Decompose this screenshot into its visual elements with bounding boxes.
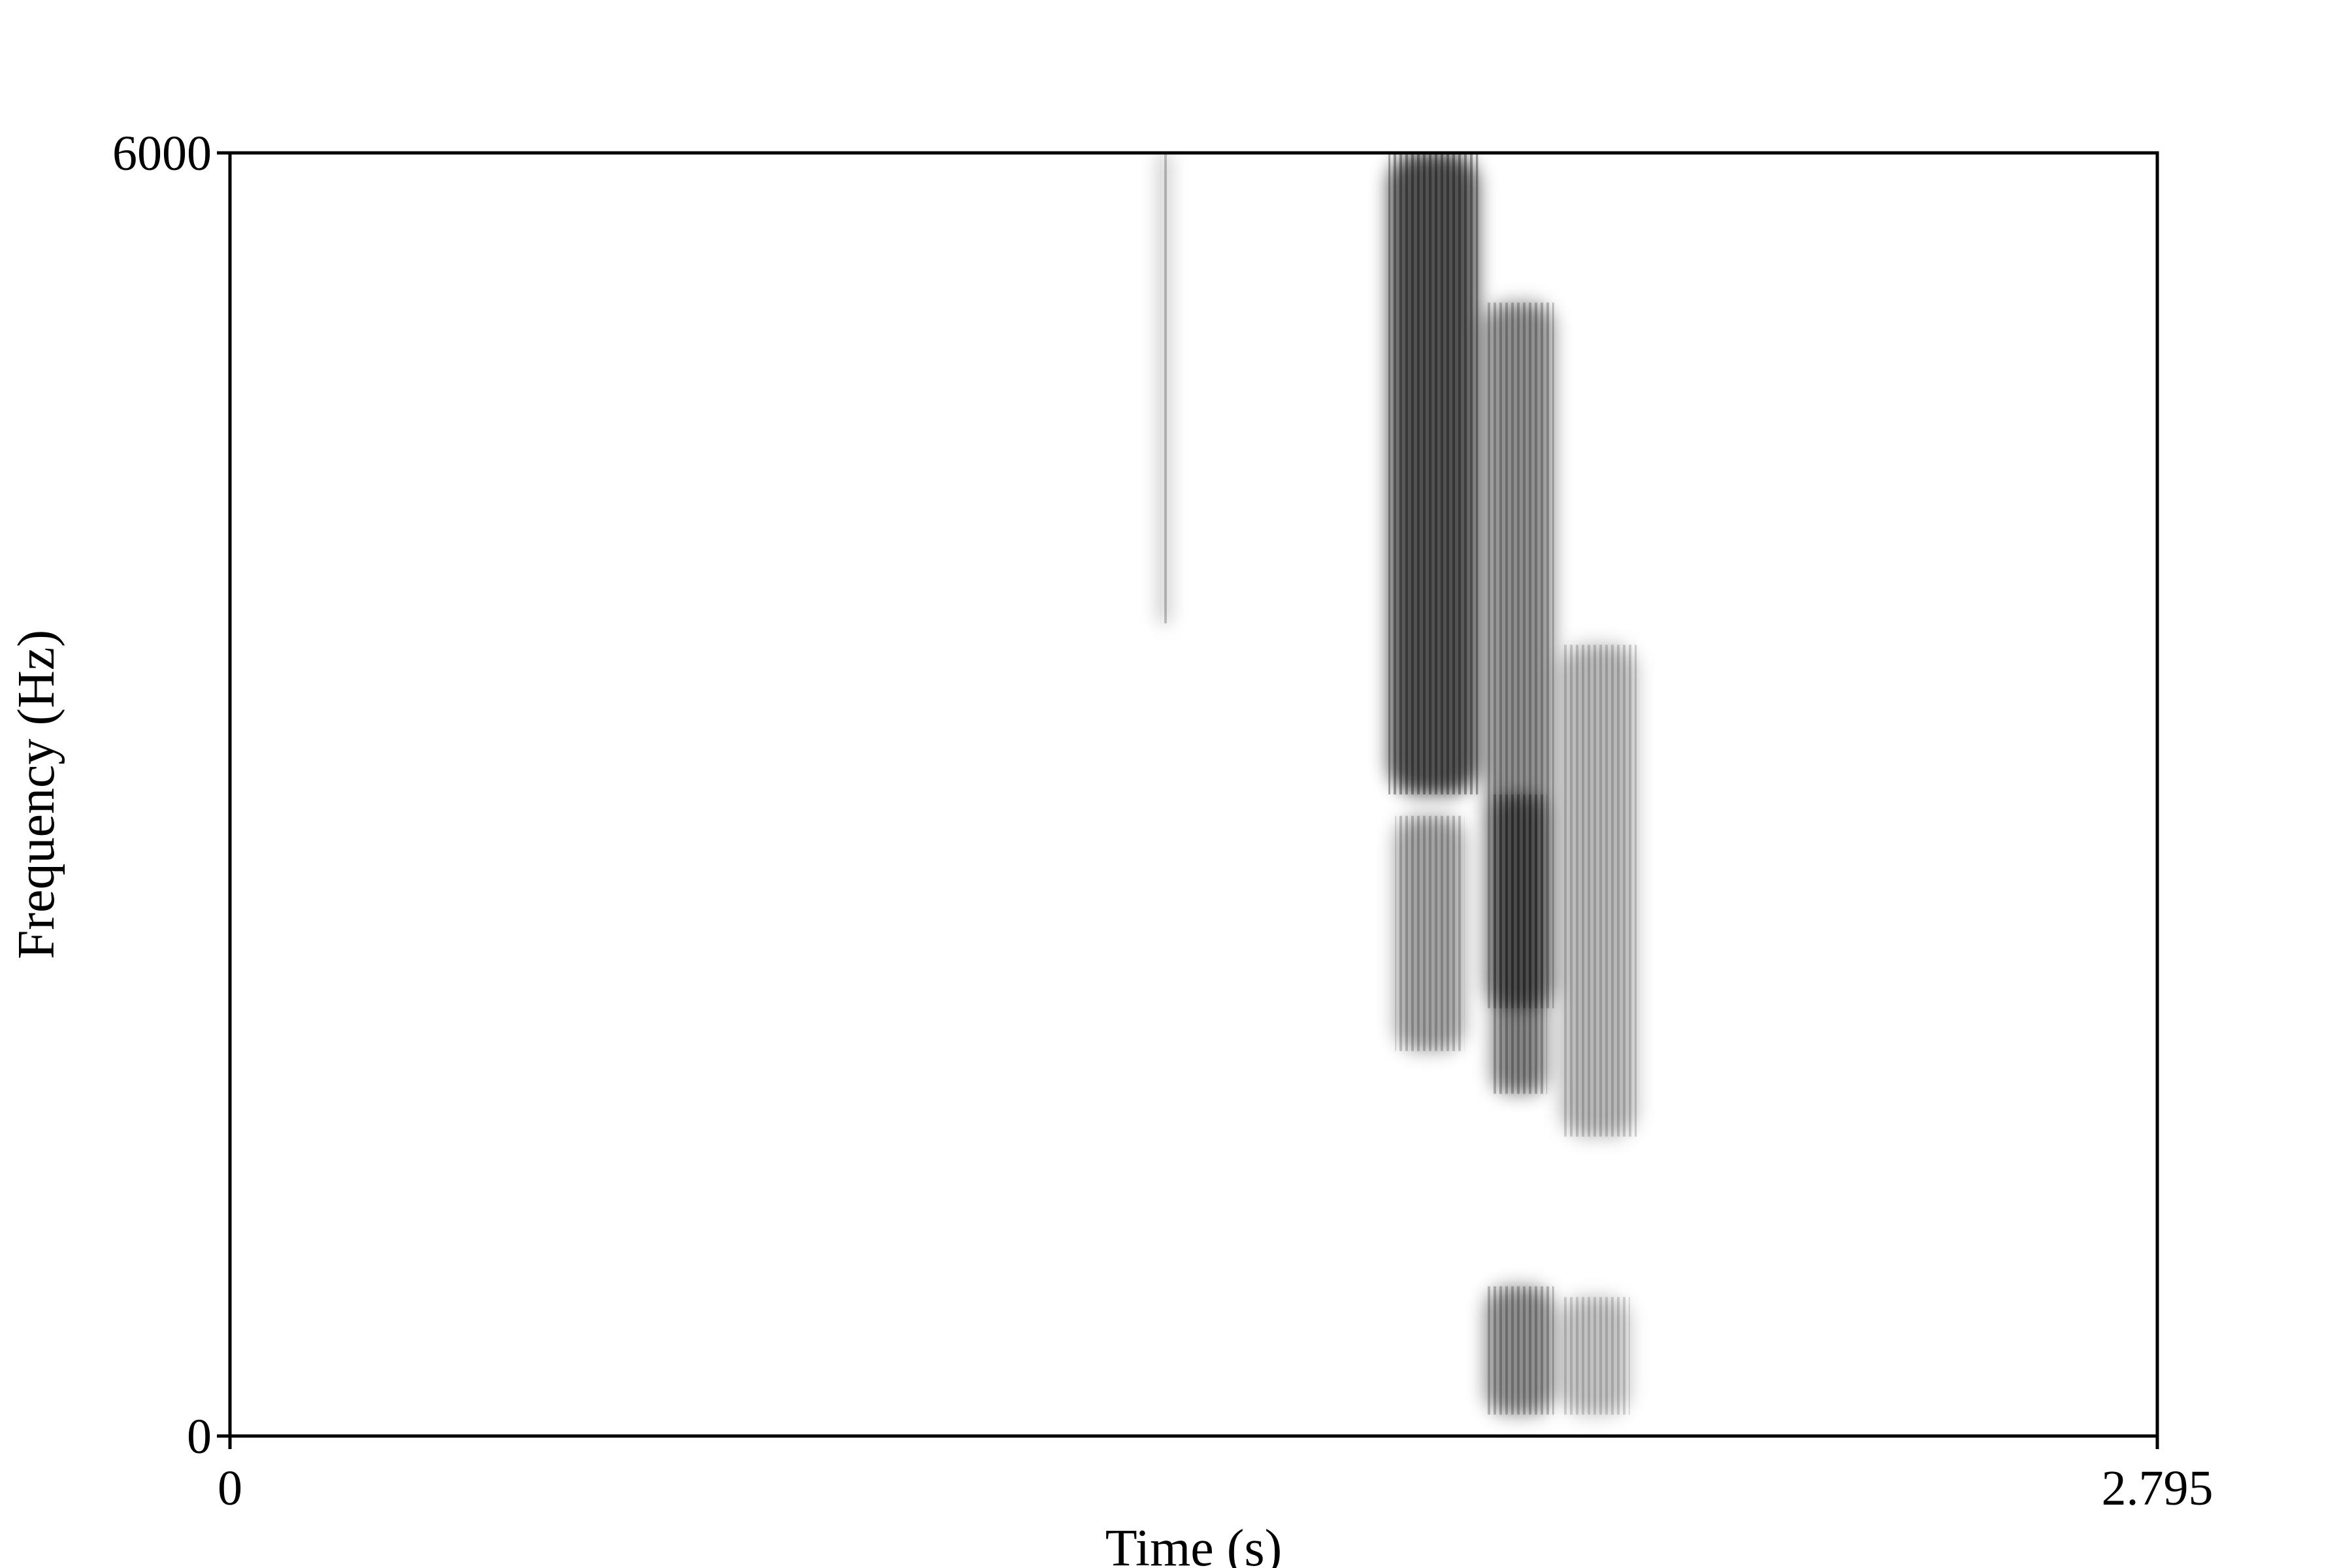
x-tick-label-2: 2.795 [2102,1461,2213,1516]
striation-region-4 [1492,794,1547,1094]
axis-ticks: 0 2.795 0 6000 [112,126,2213,1516]
y-tick-label-2: 6000 [112,126,212,181]
y-axis-title: Frequency (Hz) [8,630,65,959]
plot-area [1160,153,1637,1415]
x-axis-title: Time (s) [1105,1520,1282,1568]
y-tick-label-1: 0 [187,1409,212,1464]
striation-region-8 [1160,153,1168,624]
striation-region-3 [1395,815,1465,1051]
x-tick-label-1: 0 [218,1461,242,1516]
striation-layer [1160,153,1637,1415]
striation-region-7 [1561,1297,1630,1415]
striation-region-5 [1561,644,1637,1137]
striation-region-1 [1388,153,1478,794]
plot-frame [228,151,2159,1438]
striation-region-6 [1484,1286,1554,1415]
